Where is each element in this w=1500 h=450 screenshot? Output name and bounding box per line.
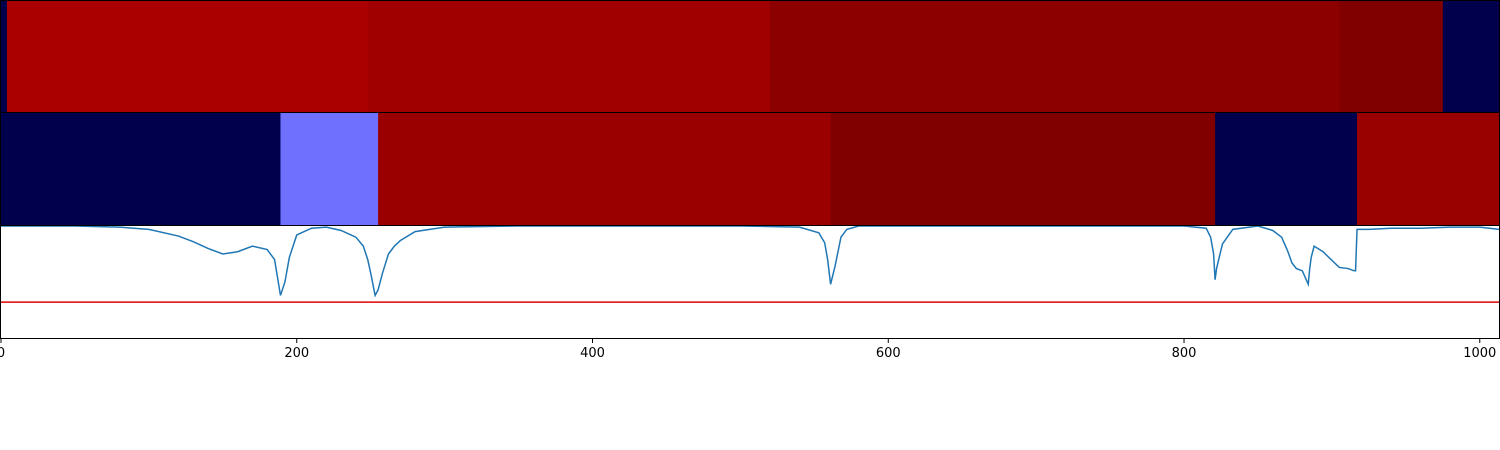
x-tick-label-0: 0 — [0, 346, 5, 361]
line-panel-frame — [0, 225, 1500, 339]
heatmap-cell-2-5 — [1215, 113, 1358, 225]
heatmap-cell-2-6 — [1357, 113, 1500, 225]
x-tick-label-1000: 1000 — [1463, 346, 1496, 361]
heatmap-cell-2-4 — [830, 113, 1216, 225]
heatmap-cell-1-4 — [769, 1, 1340, 112]
x-tick-label-600: 600 — [876, 346, 901, 361]
heatmap-cell-2-2 — [280, 113, 379, 225]
x-tick-label-200: 200 — [284, 346, 309, 361]
heatmap-cell-1-6 — [1442, 1, 1500, 112]
heatmap-row-1 — [1, 1, 1500, 112]
series-line — [1, 225, 1500, 298]
heatmap-row-2 — [1, 113, 1500, 225]
line-panel — [1, 225, 1500, 303]
heatmap-cell-1-2 — [6, 1, 369, 112]
x-axis: 0 200 400 600 800 1000 — [0, 338, 1496, 361]
heatmap-cell-2-1 — [1, 113, 281, 225]
x-tick-label-400: 400 — [580, 346, 605, 361]
heatmap-cell-1-1 — [1, 1, 8, 112]
heatmap-cell-1-5 — [1339, 1, 1444, 112]
x-tick-label-800: 800 — [1172, 346, 1197, 361]
heatmap-cell-2-3 — [378, 113, 832, 225]
heatmap-cell-1-3 — [367, 1, 771, 112]
